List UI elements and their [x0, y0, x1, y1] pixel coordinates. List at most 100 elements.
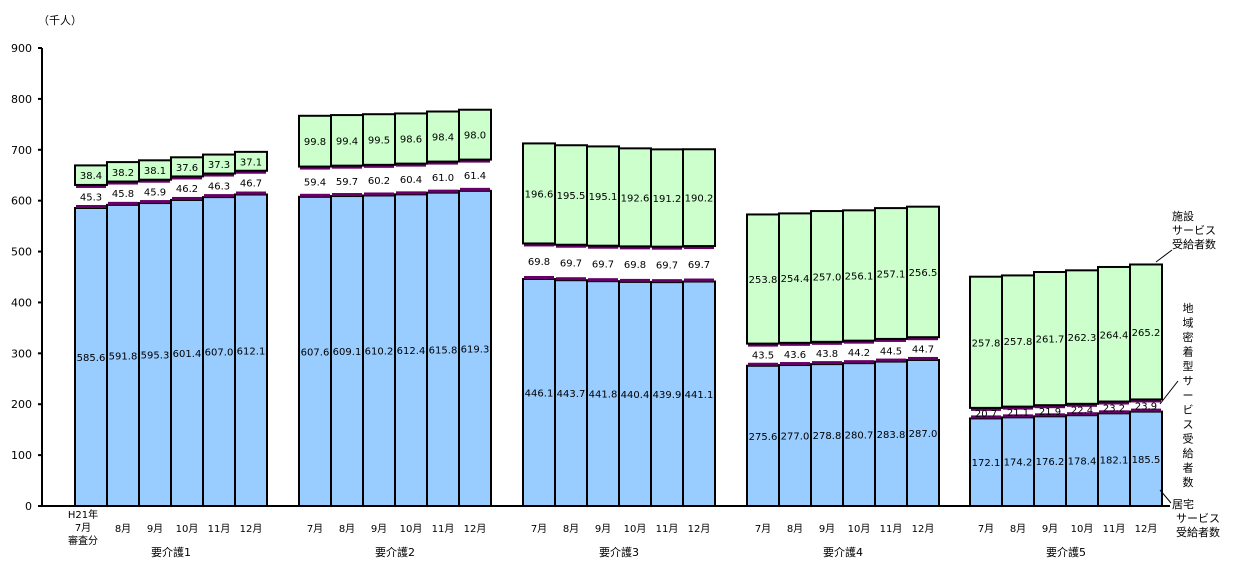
x-tick-label: 9月: [819, 523, 835, 535]
group-label: 要介護4: [823, 545, 863, 559]
bar-community-band: [108, 181, 138, 185]
bar-community-band: [588, 278, 618, 282]
bar-community-band: [396, 163, 426, 167]
unit-label: （千人）: [38, 14, 82, 27]
bar-community-band: [1003, 414, 1033, 418]
x-tick-label: 9月: [371, 523, 387, 535]
bar-community-band: [844, 360, 874, 364]
legend-home: 受給者数: [1176, 525, 1220, 539]
legend-facility: 受給者数: [1172, 237, 1216, 251]
bar-community-band: [588, 245, 618, 249]
y-tick-label: 0: [25, 500, 32, 513]
data-label-home: 283.8: [877, 430, 906, 441]
x-tick-label: 10月: [400, 523, 423, 535]
x-tick-label: 10月: [176, 523, 199, 535]
data-label-community: 61.0: [432, 173, 454, 184]
bar-facility: [394, 112, 428, 165]
data-label-community: 60.4: [400, 175, 422, 186]
data-label-home: 612.1: [237, 346, 266, 357]
bar-community-band: [172, 176, 202, 180]
data-label-facility: 253.8: [749, 275, 778, 286]
bar-home: [1001, 416, 1035, 508]
x-tick-label: 11月: [880, 523, 903, 535]
legend-community: 受: [1183, 433, 1194, 446]
data-label-community: 46.3: [208, 181, 230, 192]
bar-home: [778, 364, 812, 507]
data-label-community: 44.2: [848, 348, 870, 359]
data-label-community: 61.4: [464, 171, 486, 182]
data-label-facility: 37.6: [176, 163, 198, 174]
y-tick-label: 800: [11, 93, 32, 106]
y-tick-label: 600: [11, 195, 32, 208]
bar-facility: [682, 148, 716, 248]
bar-home: [362, 194, 396, 507]
data-label-home: 619.3: [461, 344, 490, 355]
bar-community-band: [140, 179, 170, 183]
bar-community-band: [1099, 410, 1129, 414]
bar-community-band: [1099, 401, 1129, 405]
legend-facility: 施設: [1172, 209, 1194, 223]
legend-community: 域: [1183, 317, 1194, 330]
bar-community-band: [971, 415, 1001, 419]
legend-community: 型: [1183, 359, 1194, 373]
x-tick-label: 9月: [147, 523, 163, 535]
data-label-facility: 38.4: [80, 171, 102, 182]
data-label-home: 610.2: [365, 347, 394, 358]
data-label-facility: 195.1: [589, 192, 618, 203]
bar-community-band: [1067, 403, 1097, 407]
data-label-home: 607.6: [301, 347, 330, 358]
bar-community-band: [684, 278, 714, 282]
data-label-community: 44.5: [880, 346, 902, 357]
legend-community: 密: [1183, 330, 1194, 344]
bar-community-band: [684, 246, 714, 250]
bar-facility: [906, 205, 940, 339]
bar-community-band: [204, 194, 234, 198]
bar-community-band: [460, 159, 490, 163]
group-label: 要介護3: [599, 545, 639, 559]
bar-facility: [234, 150, 268, 172]
bar-community-band: [364, 164, 394, 168]
bar-community-band: [556, 277, 586, 281]
bar-community-band: [300, 166, 330, 170]
data-label-facility: 192.6: [621, 193, 650, 204]
bar-community-band: [524, 275, 554, 279]
x-tick-label: 12月: [464, 523, 487, 535]
data-label-home: 277.0: [781, 432, 810, 443]
x-tick-label: 7月: [75, 522, 91, 534]
bar-community-band: [524, 243, 554, 247]
data-label-facility: 257.0: [813, 272, 842, 283]
data-label-home: 178.4: [1068, 457, 1097, 468]
bar-community-band: [1035, 413, 1065, 417]
data-label-community: 69.7: [688, 260, 710, 271]
data-label-community: 46.7: [240, 179, 262, 190]
bar-community-band: [140, 200, 170, 204]
bar-facility: [842, 209, 876, 342]
y-tick-label: 200: [11, 398, 32, 411]
bar-community-band: [172, 196, 202, 200]
data-label-facility: 196.6: [525, 189, 554, 200]
data-label-home: 441.8: [589, 390, 618, 401]
x-tick-label: 7月: [307, 523, 323, 535]
data-label-facility: 254.4: [781, 274, 810, 285]
y-tick-label: 700: [11, 144, 32, 157]
bar-community-band: [76, 204, 106, 208]
data-label-home: 440.4: [621, 390, 650, 401]
bar-facility: [298, 114, 332, 168]
bar-home: [458, 189, 492, 507]
x-tick-label: 12月: [1135, 523, 1158, 535]
data-label-facility: 37.3: [208, 160, 230, 171]
data-label-community: 45.8: [112, 189, 134, 200]
x-tick-label: 11月: [1103, 523, 1126, 535]
bar-home: [426, 191, 460, 507]
legend-community: ビ: [1183, 404, 1194, 417]
bar-facility: [1065, 269, 1099, 405]
data-label-home: 280.7: [845, 431, 874, 442]
bar-community-band: [1131, 399, 1161, 403]
bar-facility: [458, 108, 492, 161]
y-tick-label: 400: [11, 296, 32, 309]
group-label: 要介護2: [375, 545, 415, 559]
bar-home: [74, 206, 108, 507]
data-label-facility: 99.8: [304, 137, 326, 148]
